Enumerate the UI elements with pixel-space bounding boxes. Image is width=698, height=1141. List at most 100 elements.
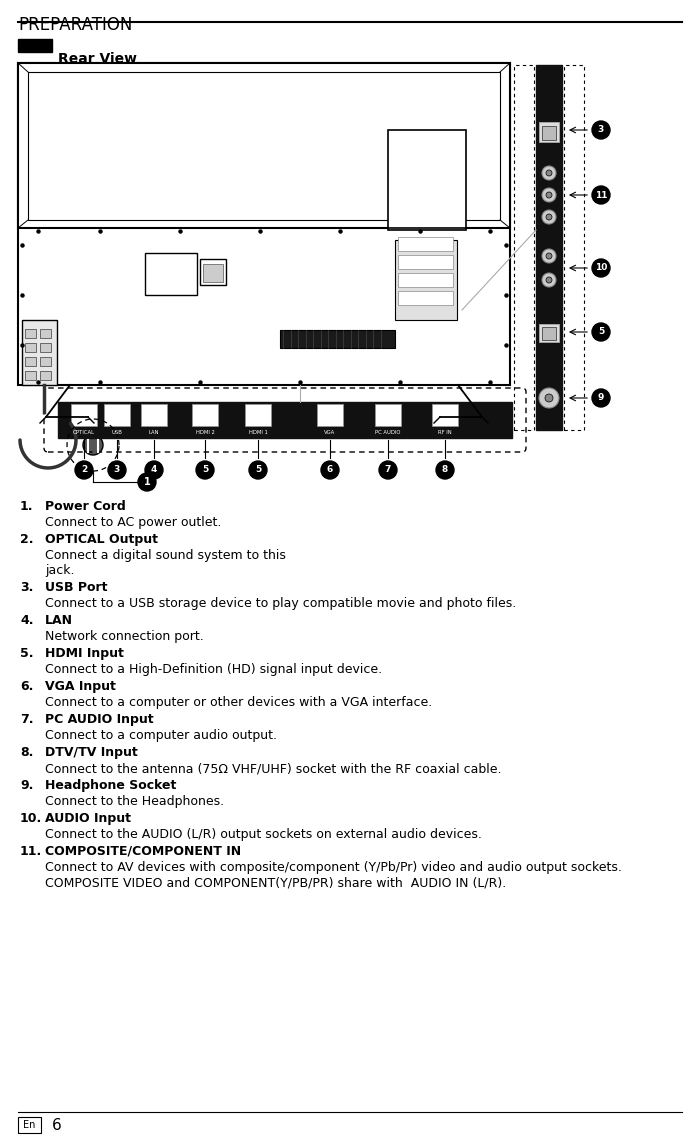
Text: HDMI Input: HDMI Input bbox=[45, 647, 124, 659]
Circle shape bbox=[138, 474, 156, 491]
Bar bbox=[25, 357, 36, 366]
Bar bbox=[203, 264, 223, 282]
Text: Connect to a USB storage device to play compatible movie and photo files.: Connect to a USB storage device to play … bbox=[45, 597, 517, 610]
Circle shape bbox=[542, 249, 556, 262]
Text: OPTICAL: OPTICAL bbox=[73, 430, 95, 435]
Text: PC AUDIO Input: PC AUDIO Input bbox=[45, 713, 154, 726]
Text: LAN: LAN bbox=[149, 430, 159, 435]
Text: Connect to a computer or other devices with a VGA interface.: Connect to a computer or other devices w… bbox=[45, 696, 432, 709]
Circle shape bbox=[545, 394, 553, 402]
Bar bbox=[58, 402, 512, 438]
Text: VGA: VGA bbox=[325, 430, 336, 435]
Bar bbox=[432, 404, 458, 426]
Bar bbox=[542, 327, 556, 340]
Circle shape bbox=[196, 461, 214, 479]
Circle shape bbox=[546, 253, 552, 259]
Circle shape bbox=[379, 461, 397, 479]
Bar bbox=[25, 329, 36, 338]
Text: 4: 4 bbox=[151, 466, 157, 475]
Bar bbox=[200, 259, 226, 285]
Bar bbox=[28, 72, 500, 220]
Circle shape bbox=[592, 389, 610, 407]
Text: Connect to the antenna (75Ω VHF/UHF) socket with the RF coaxial cable.: Connect to the antenna (75Ω VHF/UHF) soc… bbox=[45, 762, 501, 775]
Bar bbox=[18, 63, 510, 228]
Text: COMPOSITE VIDEO and COMPONENT(Y/PB/PR) share with  AUDIO IN (L/R).: COMPOSITE VIDEO and COMPONENT(Y/PB/PR) s… bbox=[45, 876, 506, 889]
Text: Network connection port.: Network connection port. bbox=[45, 630, 204, 644]
Circle shape bbox=[542, 273, 556, 288]
Bar bbox=[398, 237, 453, 251]
Text: 6: 6 bbox=[52, 1117, 61, 1133]
Circle shape bbox=[546, 277, 552, 283]
Text: Connect to a High-Definition (HD) signal input device.: Connect to a High-Definition (HD) signal… bbox=[45, 663, 382, 675]
Bar bbox=[398, 254, 453, 269]
Bar bbox=[245, 404, 271, 426]
Text: 2: 2 bbox=[81, 466, 87, 475]
Circle shape bbox=[546, 170, 552, 176]
Bar bbox=[40, 343, 51, 353]
Text: 7.: 7. bbox=[20, 713, 34, 726]
Text: AUDIO Input: AUDIO Input bbox=[45, 812, 131, 825]
Text: 3.: 3. bbox=[20, 581, 34, 594]
Bar bbox=[18, 1117, 41, 1133]
Text: Connect to the AUDIO (L/R) output sockets on external audio devices.: Connect to the AUDIO (L/R) output socket… bbox=[45, 828, 482, 841]
Circle shape bbox=[542, 188, 556, 202]
Text: Connect to AC power outlet.: Connect to AC power outlet. bbox=[45, 516, 221, 529]
Text: USB: USB bbox=[112, 430, 122, 435]
Text: HDMI 2: HDMI 2 bbox=[195, 430, 214, 435]
Text: Connect to a computer audio output.: Connect to a computer audio output. bbox=[45, 729, 277, 742]
Bar bbox=[395, 240, 457, 319]
Bar bbox=[18, 63, 510, 385]
Bar bbox=[539, 324, 559, 342]
Circle shape bbox=[592, 186, 610, 204]
Text: LAN: LAN bbox=[45, 614, 73, 628]
Text: Connect to AV devices with composite/component (Y/Pb/Pr) video and audio output : Connect to AV devices with composite/com… bbox=[45, 861, 622, 874]
Bar bbox=[40, 329, 51, 338]
Text: jack.: jack. bbox=[45, 564, 75, 577]
Text: En: En bbox=[23, 1120, 36, 1130]
Text: Headphone Socket: Headphone Socket bbox=[45, 779, 177, 792]
Bar bbox=[18, 39, 52, 52]
Text: OPTICAL Output: OPTICAL Output bbox=[45, 533, 158, 547]
Text: PC AUDIO: PC AUDIO bbox=[376, 430, 401, 435]
Bar bbox=[141, 404, 167, 426]
Text: 5: 5 bbox=[202, 466, 208, 475]
Bar bbox=[40, 371, 51, 380]
Circle shape bbox=[321, 461, 339, 479]
Bar bbox=[375, 404, 401, 426]
Text: 6.: 6. bbox=[20, 680, 34, 693]
Text: DTV/TV Input: DTV/TV Input bbox=[45, 746, 138, 759]
Text: Power Cord: Power Cord bbox=[45, 500, 126, 513]
Circle shape bbox=[542, 210, 556, 224]
Text: 5: 5 bbox=[255, 466, 261, 475]
Text: COMPOSITE/COMPONENT IN: COMPOSITE/COMPONENT IN bbox=[45, 845, 241, 858]
Bar bbox=[542, 126, 556, 140]
Text: 5: 5 bbox=[598, 327, 604, 337]
Text: 9: 9 bbox=[597, 394, 604, 403]
Circle shape bbox=[546, 215, 552, 220]
Circle shape bbox=[592, 121, 610, 139]
Circle shape bbox=[542, 165, 556, 180]
Circle shape bbox=[145, 461, 163, 479]
Text: Connect a digital sound system to this: Connect a digital sound system to this bbox=[45, 549, 286, 563]
Bar bbox=[317, 404, 343, 426]
Circle shape bbox=[75, 461, 93, 479]
Circle shape bbox=[592, 259, 610, 277]
Text: VGA Input: VGA Input bbox=[45, 680, 116, 693]
Text: 10.: 10. bbox=[20, 812, 43, 825]
Text: 8.: 8. bbox=[20, 746, 34, 759]
Bar bbox=[71, 404, 97, 426]
Circle shape bbox=[436, 461, 454, 479]
Text: USB Port: USB Port bbox=[45, 581, 107, 594]
Text: Rear View: Rear View bbox=[58, 52, 137, 66]
Text: 3: 3 bbox=[114, 466, 120, 475]
Circle shape bbox=[249, 461, 267, 479]
Text: 7: 7 bbox=[385, 466, 391, 475]
Text: 5.: 5. bbox=[20, 647, 34, 659]
Bar bbox=[280, 330, 395, 348]
Bar bbox=[398, 273, 453, 288]
Text: PREPARATION: PREPARATION bbox=[18, 16, 133, 34]
Text: 10: 10 bbox=[595, 264, 607, 273]
Text: 4.: 4. bbox=[20, 614, 34, 628]
Bar bbox=[25, 371, 36, 380]
Bar bbox=[40, 357, 51, 366]
